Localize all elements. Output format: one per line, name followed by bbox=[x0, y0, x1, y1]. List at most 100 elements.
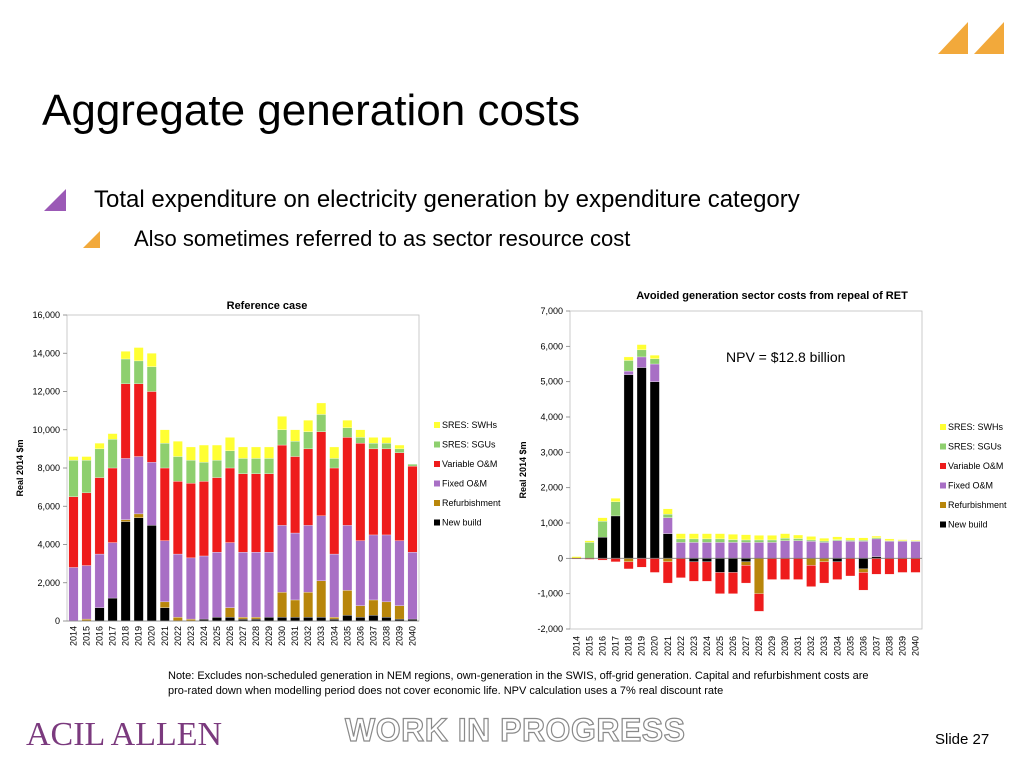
bar-segment bbox=[316, 414, 327, 432]
x-tick-label: 2027 bbox=[238, 626, 248, 646]
acil-allen-logo: ACIL ALLEN bbox=[26, 716, 223, 753]
bar-segment bbox=[94, 607, 105, 622]
x-tick-label: 2023 bbox=[689, 636, 699, 656]
bar-segment bbox=[342, 427, 353, 438]
bar-segment bbox=[355, 429, 366, 438]
x-tick-label: 2018 bbox=[624, 636, 634, 656]
x-tick-label: 2033 bbox=[316, 626, 326, 646]
chart-title: Avoided generation sector costs from rep… bbox=[636, 290, 908, 302]
bar-segment bbox=[793, 534, 803, 539]
bar-segment bbox=[381, 601, 392, 618]
bar-segment bbox=[597, 521, 608, 538]
purple-triangle-bullet-icon bbox=[44, 189, 66, 211]
bar-segment bbox=[858, 558, 869, 570]
bar-segment bbox=[355, 617, 366, 622]
x-tick-label: 2021 bbox=[663, 636, 673, 656]
x-tick-label: 2017 bbox=[108, 626, 118, 646]
bar-segment bbox=[675, 558, 686, 578]
bar-segment bbox=[832, 536, 843, 540]
bar-segment bbox=[845, 537, 856, 541]
bar-segment bbox=[251, 458, 261, 474]
bar-segment bbox=[381, 617, 392, 622]
x-tick-label: 2021 bbox=[160, 626, 170, 646]
bar-segment bbox=[303, 420, 314, 432]
bar-segment bbox=[871, 535, 882, 538]
bar-segment bbox=[623, 558, 634, 563]
bar-segment bbox=[342, 590, 353, 616]
bar-segment bbox=[910, 558, 921, 573]
bar-segment bbox=[394, 452, 405, 541]
bar-segment bbox=[329, 446, 340, 459]
bar-segment bbox=[133, 513, 144, 518]
bar-segment bbox=[858, 568, 869, 573]
bar-segment bbox=[702, 561, 712, 582]
legend-label: SRES: SGUs bbox=[948, 442, 1002, 452]
legend-label: SRES: SWHs bbox=[442, 420, 498, 430]
bar-segment bbox=[264, 617, 274, 622]
bar-segment bbox=[741, 558, 751, 563]
bar-segment bbox=[355, 437, 366, 444]
bar-segment bbox=[610, 558, 621, 563]
bar-segment bbox=[897, 539, 908, 541]
bar-segment bbox=[329, 617, 340, 620]
bar-segment bbox=[81, 565, 92, 620]
avoided-costs-chart: Avoided generation sector costs from rep… bbox=[518, 290, 1007, 656]
legend-swatch bbox=[940, 502, 946, 508]
bar-segment bbox=[303, 525, 314, 593]
bar-segment bbox=[133, 517, 144, 622]
bar-segment bbox=[94, 477, 105, 555]
bar-segment bbox=[649, 558, 660, 573]
legend-label: Refurbishment bbox=[442, 498, 501, 508]
chart-title: Reference case bbox=[227, 300, 308, 312]
bar-segment bbox=[290, 617, 300, 622]
bar-segment bbox=[133, 383, 144, 457]
y-tick-label: 12,000 bbox=[32, 387, 60, 397]
bar-segment bbox=[689, 561, 699, 582]
bar-segment bbox=[290, 441, 300, 457]
bar-segment bbox=[381, 448, 392, 536]
bullet-level-2: Also sometimes referred to as sector res… bbox=[83, 226, 630, 252]
bar-segment bbox=[858, 541, 869, 559]
x-tick-label: 2034 bbox=[329, 626, 339, 646]
bar-segment bbox=[767, 539, 777, 543]
bar-segment bbox=[610, 515, 621, 559]
footnote: Note: Excludes non-scheduled generation … bbox=[168, 670, 869, 697]
x-tick-label: 2033 bbox=[819, 636, 829, 656]
x-tick-label: 2027 bbox=[741, 636, 751, 656]
bullet-1-text: Total expenditure on electricity generat… bbox=[94, 186, 800, 213]
bar-segment bbox=[277, 525, 287, 593]
bar-segment bbox=[806, 558, 817, 566]
bar-segment bbox=[858, 540, 869, 542]
bar-segment bbox=[897, 541, 908, 559]
bar-segment bbox=[146, 366, 157, 392]
bar-segment bbox=[199, 481, 209, 557]
y-tick-label: 4,000 bbox=[37, 540, 60, 550]
bar-segment bbox=[662, 517, 673, 534]
y-tick-label: 8,000 bbox=[37, 463, 60, 473]
legend-swatch bbox=[434, 422, 440, 428]
bar-segment bbox=[741, 561, 751, 566]
x-tick-label: 2035 bbox=[845, 636, 855, 656]
y-tick-label: 6,000 bbox=[37, 501, 60, 511]
bar-segment bbox=[741, 542, 751, 559]
bar-segment bbox=[120, 458, 131, 520]
legend-label: Variable O&M bbox=[442, 459, 497, 469]
npv-annotation: NPV = $12.8 billion bbox=[726, 349, 845, 365]
reference-case-chart: Reference case 0 2,000 4,000 6,000 8,000 10,00… bbox=[15, 300, 501, 646]
x-tick-label: 2016 bbox=[95, 626, 105, 646]
bar-segment bbox=[689, 542, 699, 559]
legend-swatch bbox=[434, 461, 440, 467]
legend-swatch bbox=[940, 463, 946, 469]
bar-segment bbox=[754, 593, 764, 612]
bar-segment bbox=[806, 541, 817, 559]
bar-segment bbox=[172, 481, 183, 555]
legend-label: Variable O&M bbox=[948, 461, 1003, 471]
bar-segment bbox=[675, 542, 686, 559]
x-tick-label: 2038 bbox=[884, 636, 894, 656]
bar-segment bbox=[819, 561, 830, 584]
y-tick-label: 3,000 bbox=[540, 447, 563, 457]
bar-segment bbox=[780, 540, 790, 559]
bar-segment bbox=[68, 567, 79, 622]
bar-segment bbox=[199, 444, 209, 463]
bar-segment bbox=[636, 349, 647, 358]
